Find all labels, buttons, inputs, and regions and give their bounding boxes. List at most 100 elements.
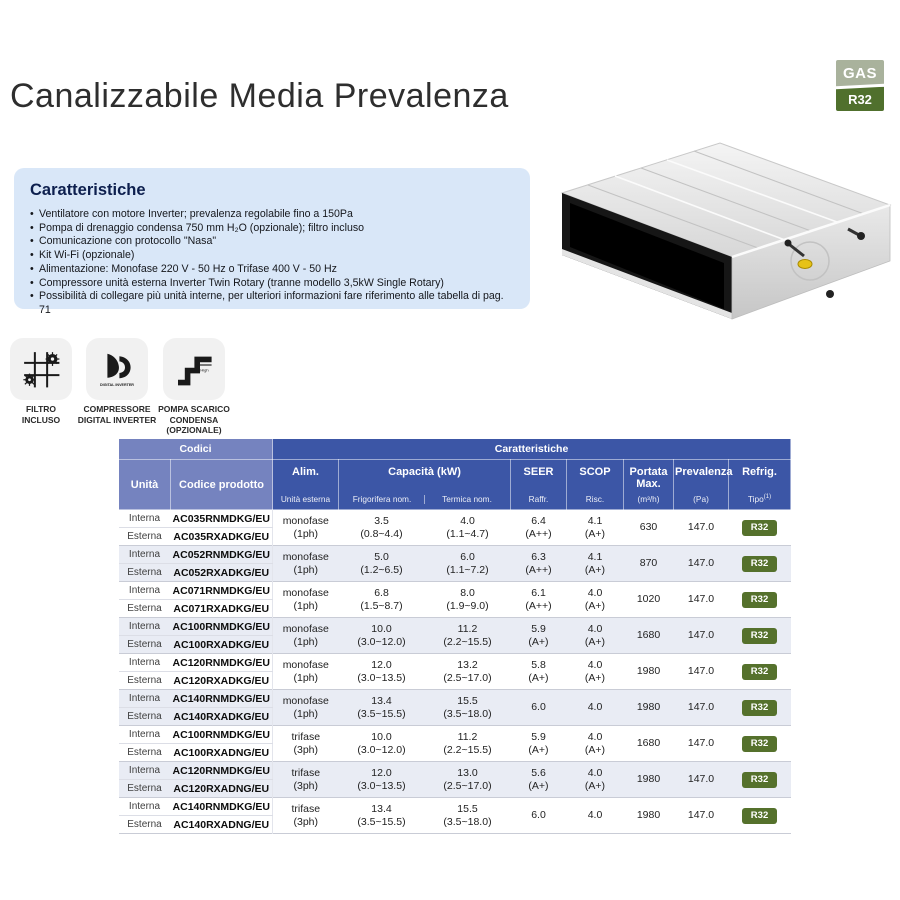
- table-row: Interna AC035RNMDKG/EU monofase (1ph) 3.…: [118, 509, 791, 546]
- table-row: Esterna AC100RXADNG/EU: [118, 743, 791, 762]
- scop-value: 4.1 (A+): [566, 509, 624, 546]
- airflow-max-value: 1680: [623, 725, 674, 762]
- scop-value: 4.0 (A+): [566, 761, 624, 798]
- feature-bullet: Compressore unità esterna Inverter Twin …: [30, 277, 514, 291]
- r32-badge: R32: [741, 771, 778, 788]
- col-header-alim: Alim. Unità esterna: [272, 459, 339, 510]
- unit-side-label-interna: Interna: [118, 725, 171, 744]
- product-image: [560, 142, 892, 320]
- seer-value: 5.9 (A+): [510, 617, 567, 654]
- unit-side-label-esterna: Esterna: [118, 671, 171, 690]
- heating-capacity-value: 13.2 (2.5~17.0): [424, 653, 511, 690]
- table-row: Esterna AC100RXADKG/EU: [118, 635, 791, 654]
- product-code-esterna: AC035RXADKG/EU: [170, 527, 273, 546]
- r32-badge: R32: [741, 807, 778, 824]
- product-code-esterna: AC120RXADKG/EU: [170, 671, 273, 690]
- product-code-esterna: AC140RXADNG/EU: [170, 815, 273, 834]
- seer-value: 6.4 (A++): [510, 509, 567, 546]
- power-supply-value: trifase (3ph): [272, 761, 339, 798]
- refrigerant-cell: R32: [728, 581, 791, 618]
- refrigerant-cell: R32: [728, 725, 791, 762]
- digital-inverter-label: COMPRESSORE DIGITAL INVERTER: [77, 404, 157, 425]
- static-pressure-value: 147.0: [673, 797, 729, 834]
- drain-pump-tile: High: [163, 338, 225, 400]
- product-code-interna: AC100RNMDKG/EU: [170, 725, 273, 744]
- table-row: Esterna AC140RXADNG/EU: [118, 815, 791, 834]
- airflow-max-value: 1980: [623, 761, 674, 798]
- table-row: Esterna AC120RXADKG/EU: [118, 671, 791, 690]
- refrigerant-cell: R32: [728, 761, 791, 798]
- refrigerant-cell: R32: [728, 509, 791, 546]
- features-panel: Caratteristiche Ventilatore con motore I…: [14, 168, 530, 316]
- heating-capacity-value: 11.2 (2.2~15.5): [424, 725, 511, 762]
- r32-badge: R32: [741, 591, 778, 608]
- refrigerant-cell: R32: [728, 653, 791, 690]
- spec-table-body: Interna AC035RNMDKG/EU monofase (1ph) 3.…: [118, 509, 791, 834]
- unit-side-label-esterna: Esterna: [118, 815, 171, 834]
- col-header-codice: Codice prodotto: [170, 459, 273, 510]
- seer-value: 6.1 (A++): [510, 581, 567, 618]
- table-row: Interna AC140RNMDKG/EU trifase (3ph) 13.…: [118, 797, 791, 834]
- gas-badge-type: R32: [836, 87, 884, 111]
- product-code-esterna: AC100RXADKG/EU: [170, 635, 273, 654]
- cooling-capacity-value: 12.0 (3.0~13.5): [338, 653, 425, 690]
- unit-side-label-interna: Interna: [118, 689, 171, 708]
- table-row: Interna AC140RNMDKG/EU monofase (1ph) 13…: [118, 689, 791, 726]
- power-supply-value: monofase (1ph): [272, 653, 339, 690]
- static-pressure-value: 147.0: [673, 761, 729, 798]
- static-pressure-value: 147.0: [673, 653, 729, 690]
- feature-bullet: Ventilatore con motore Inverter; prevale…: [30, 208, 514, 222]
- refrigerant-gas-badge: GAS R32: [836, 60, 884, 111]
- feature-bullet: Alimentazione: Monofase 220 V - 50 Hz o …: [30, 263, 514, 277]
- power-supply-value: monofase (1ph): [272, 581, 339, 618]
- heating-capacity-value: 6.0 (1.1~7.2): [424, 545, 511, 582]
- cooling-capacity-value: 12.0 (3.0~13.5): [338, 761, 425, 798]
- static-pressure-value: 147.0: [673, 617, 729, 654]
- seer-value: 6.3 (A++): [510, 545, 567, 582]
- product-code-esterna: AC071RXADKG/EU: [170, 599, 273, 618]
- unit-side-label-interna: Interna: [118, 581, 171, 600]
- cooling-capacity-value: 10.0 (3.0~12.0): [338, 725, 425, 762]
- col-subheader-termica: Termica nom.: [424, 495, 509, 504]
- static-pressure-value: 147.0: [673, 689, 729, 726]
- refrigerant-cell: R32: [728, 617, 791, 654]
- unit-side-label-interna: Interna: [118, 797, 171, 816]
- table-row: Interna AC100RNMDKG/EU trifase (3ph) 10.…: [118, 725, 791, 762]
- table-row: Esterna AC140RXADKG/EU: [118, 707, 791, 726]
- airflow-max-value: 1980: [623, 653, 674, 690]
- scop-value: 4.0 (A+): [566, 653, 624, 690]
- static-pressure-value: 147.0: [673, 509, 729, 546]
- product-code-interna: AC140RNMDKG/EU: [170, 797, 273, 816]
- feature-bullet: Comunicazione con protocollo "Nasa": [30, 235, 514, 249]
- filter-included-tile: [10, 338, 72, 400]
- product-code-interna: AC140RNMDKG/EU: [170, 689, 273, 708]
- seer-value: 5.6 (A+): [510, 761, 567, 798]
- table-row: Interna AC071RNMDKG/EU monofase (1ph) 6.…: [118, 581, 791, 618]
- product-code-interna: AC100RNMDKG/EU: [170, 617, 273, 636]
- power-supply-value: monofase (1ph): [272, 545, 339, 582]
- scop-value: 4.1 (A+): [566, 545, 624, 582]
- heating-capacity-value: 15.5 (3.5~18.0): [424, 689, 511, 726]
- airflow-max-value: 1020: [623, 581, 674, 618]
- col-header-seer: SEER Raffr.: [510, 459, 567, 510]
- unit-side-label-esterna: Esterna: [118, 563, 171, 582]
- drain-pump-label: POMPA SCARICO CONDENSA (OPZIONALE): [158, 404, 230, 435]
- product-code-interna: AC035RNMDKG/EU: [170, 509, 273, 528]
- table-row: Esterna AC035RXADKG/EU: [118, 527, 791, 546]
- cooling-capacity-value: 13.4 (3.5~15.5): [338, 797, 425, 834]
- refrigerant-cell: R32: [728, 797, 791, 834]
- unit-side-label-esterna: Esterna: [118, 779, 171, 798]
- table-row: Interna AC052RNMDKG/EU monofase (1ph) 5.…: [118, 545, 791, 582]
- cooling-capacity-value: 5.0 (1.2~6.5): [338, 545, 425, 582]
- svg-text:High: High: [200, 367, 208, 372]
- feature-bullet: Kit Wi-Fi (opzionale): [30, 249, 514, 263]
- table-group-caratteristiche: Caratteristiche: [271, 438, 792, 460]
- scop-value: 4.0: [566, 797, 624, 834]
- unit-side-label-interna: Interna: [118, 509, 171, 528]
- spec-table: Codici Caratteristiche Unità Codice prod…: [118, 438, 792, 834]
- unit-side-label-esterna: Esterna: [118, 599, 171, 618]
- feature-bullet: Possibilità di collegare più unità inter…: [30, 290, 514, 317]
- scop-value: 4.0 (A+): [566, 725, 624, 762]
- table-row: Esterna AC120RXADNG/EU: [118, 779, 791, 798]
- unit-side-label-interna: Interna: [118, 761, 171, 780]
